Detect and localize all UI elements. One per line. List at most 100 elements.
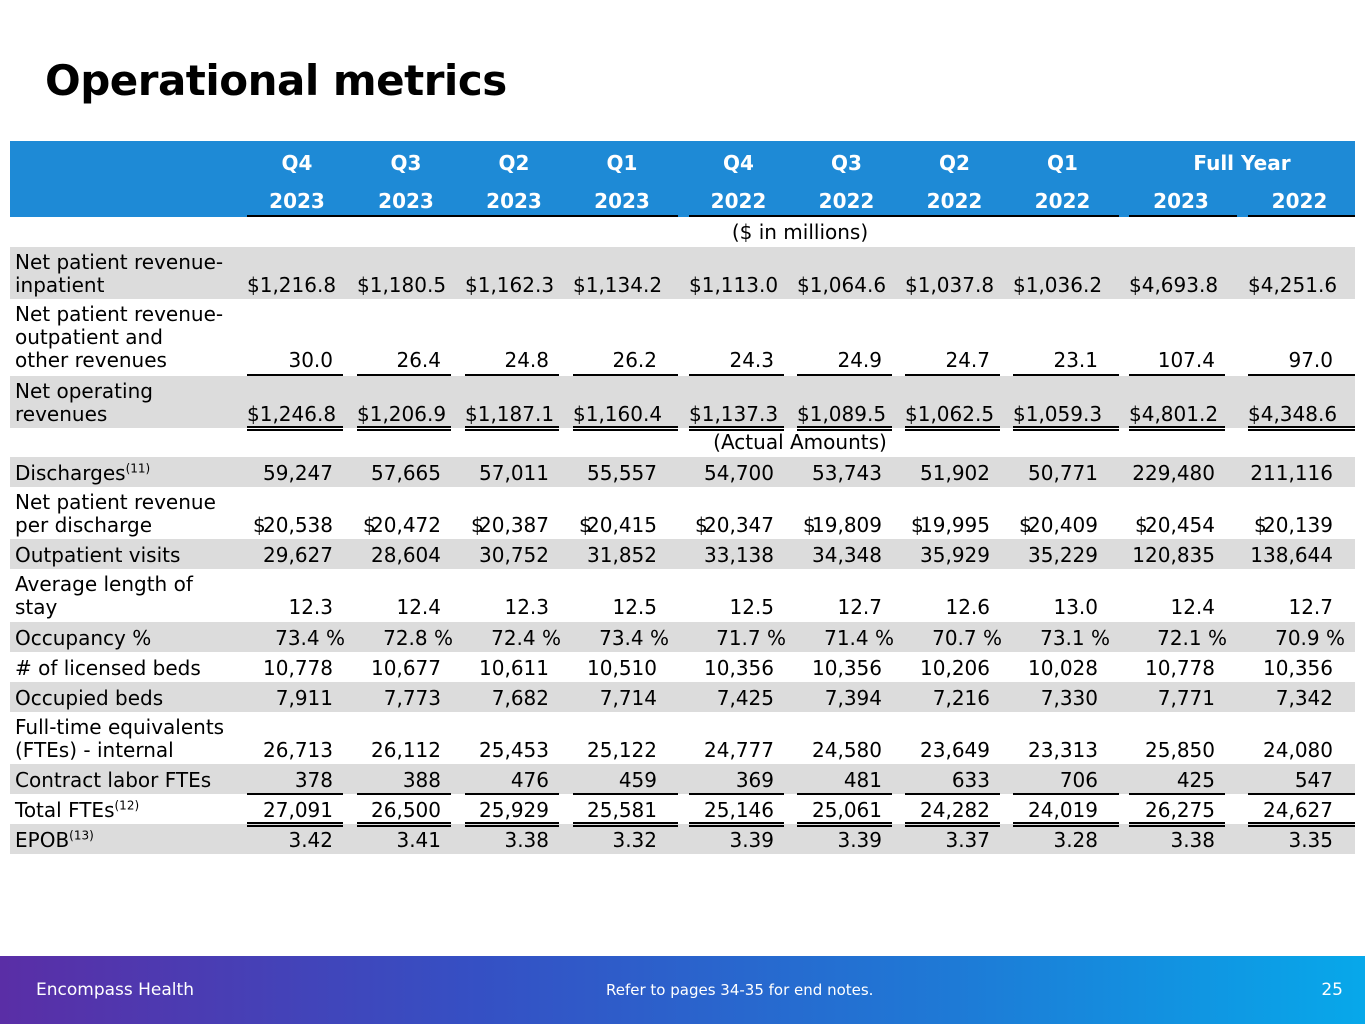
currency-symbol: $ [253, 513, 266, 537]
currency-symbol: $ [471, 513, 484, 537]
double-underline [465, 822, 559, 827]
double-underline [689, 426, 784, 431]
table-row: Outpatient visits 29,627 28,604 30,752 31,85… [10, 539, 1355, 569]
double-underline [1248, 822, 1355, 827]
table-cell: $20,454 [1135, 513, 1215, 537]
table-cell: 25,146 [704, 798, 774, 822]
table-cell: 388 [402, 768, 441, 792]
table-cell: 70.7 % [932, 626, 1002, 650]
row-label: Occupancy % [15, 626, 152, 650]
double-underline [357, 822, 451, 827]
header-year: 2022 [818, 189, 875, 213]
table-row: Full-time equivalents (FTEs) - internal 2… [10, 712, 1355, 764]
table-cell: 481 [843, 768, 882, 792]
table-cell: 71.4 % [824, 626, 894, 650]
table-cell: 10,778 [1145, 656, 1215, 680]
table-row: Net operating revenues $1,246.8 $1,206.9 $1… [10, 376, 1355, 428]
table-cell: $1,162.3 [465, 273, 555, 297]
total-underline [797, 793, 892, 795]
table-cell: $1,160.4 [573, 402, 663, 426]
currency-symbol: $ [1135, 513, 1148, 537]
total-underline [357, 374, 451, 376]
table-cell: 211,116 [1250, 461, 1333, 485]
table-cell: 10,611 [479, 656, 549, 680]
table-cell: 3.35 [1288, 828, 1333, 852]
currency-symbol: $ [695, 513, 708, 537]
table-cell: 26,713 [263, 738, 333, 762]
table-cell: 10,356 [704, 656, 774, 680]
header-underline [1248, 215, 1355, 217]
table-cell: 12.7 [837, 595, 882, 619]
table-cell: 54,700 [704, 461, 774, 485]
table-cell: 10,677 [371, 656, 441, 680]
double-underline [1013, 822, 1119, 827]
table-cell: 25,850 [1145, 738, 1215, 762]
header-year: 2023 [486, 189, 542, 213]
table-cell: 3.28 [1053, 828, 1098, 852]
table-cell: $20,538 [253, 513, 333, 537]
row-label: # of licensed beds [15, 656, 201, 680]
table-cell: 107.4 [1157, 348, 1215, 372]
total-underline [689, 793, 784, 795]
row-label: Occupied beds [15, 686, 164, 710]
table-cell: 7,342 [1275, 686, 1333, 710]
table-cell: 378 [294, 768, 333, 792]
table-row: Occupancy % 73.4 % 72.8 % 72.4 % 73.4 % 71.7 … [10, 622, 1355, 652]
table-header [10, 141, 1355, 217]
table-cell: 25,929 [479, 798, 549, 822]
table-cell: 138,644 [1250, 543, 1333, 567]
total-underline [573, 793, 678, 795]
total-underline [1129, 793, 1225, 795]
table-cell: 3.38 [504, 828, 549, 852]
header-quarter: Q3 [390, 151, 422, 175]
table-row: Occupied beds 7,911 7,773 7,682 7,714 7,425 7,… [10, 682, 1355, 712]
table-cell: 7,911 [275, 686, 333, 710]
total-underline [905, 793, 1000, 795]
table-cell: $1,064.6 [797, 273, 887, 297]
table-cell: 24.9 [837, 348, 882, 372]
footer-note: Refer to pages 34-35 for end notes. [606, 981, 874, 999]
table-cell: 10,028 [1028, 656, 1098, 680]
double-underline [905, 426, 1000, 431]
table-cell: $20,472 [363, 513, 441, 537]
table-row: Net patient revenue- inpatient $1,216.8 $1… [10, 247, 1355, 299]
table-row: Average length of stay 12.3 12.4 12.3 12.5 12… [10, 569, 1355, 621]
table-cell: 24.3 [729, 348, 774, 372]
table-cell: 26,275 [1145, 798, 1215, 822]
table-cell: 229,480 [1132, 461, 1215, 485]
table-cell: 24,777 [704, 738, 774, 762]
currency-symbol: $ [911, 513, 924, 537]
header-year: 2022 [926, 189, 983, 213]
table-cell: $1,137.3 [689, 402, 779, 426]
table-cell: $19,809 [803, 513, 882, 537]
double-underline [905, 822, 1000, 827]
table-cell: 12.3 [288, 595, 333, 619]
total-underline [247, 374, 343, 376]
total-underline [465, 374, 559, 376]
table-cell: $20,139 [1254, 513, 1333, 537]
header-underline [247, 215, 678, 217]
table-cell: 55,557 [587, 461, 657, 485]
table-cell: 72.1 % [1157, 626, 1227, 650]
table-cell: 26.2 [612, 348, 657, 372]
total-underline [1129, 374, 1225, 376]
header-quarter: Q3 [831, 151, 862, 175]
table-cell: 26.4 [396, 348, 441, 372]
table-row: # of licensed beds 10,778 10,677 10,611 10,5… [10, 652, 1355, 682]
table-cell: 24,282 [920, 798, 990, 822]
header-year: 2023 [1153, 189, 1209, 213]
double-underline [573, 822, 678, 827]
row-label: Discharges(11) [15, 461, 151, 485]
currency-symbol: $ [803, 513, 816, 537]
table-cell: 3.39 [837, 828, 882, 852]
total-underline [357, 793, 451, 795]
table-row: EPOB(13) 3.42 3.41 3.38 3.32 3.39 3.39 3.37 3.28… [10, 824, 1355, 854]
header-quarter: Q4 [281, 151, 313, 175]
table-cell: 26,500 [371, 798, 441, 822]
table-cell: 7,714 [599, 686, 657, 710]
table-cell: 7,682 [491, 686, 549, 710]
row-label: EPOB(13) [15, 828, 94, 852]
table-cell: 7,425 [716, 686, 774, 710]
table-cell: 3.32 [612, 828, 657, 852]
table-cell: 12.5 [729, 595, 774, 619]
